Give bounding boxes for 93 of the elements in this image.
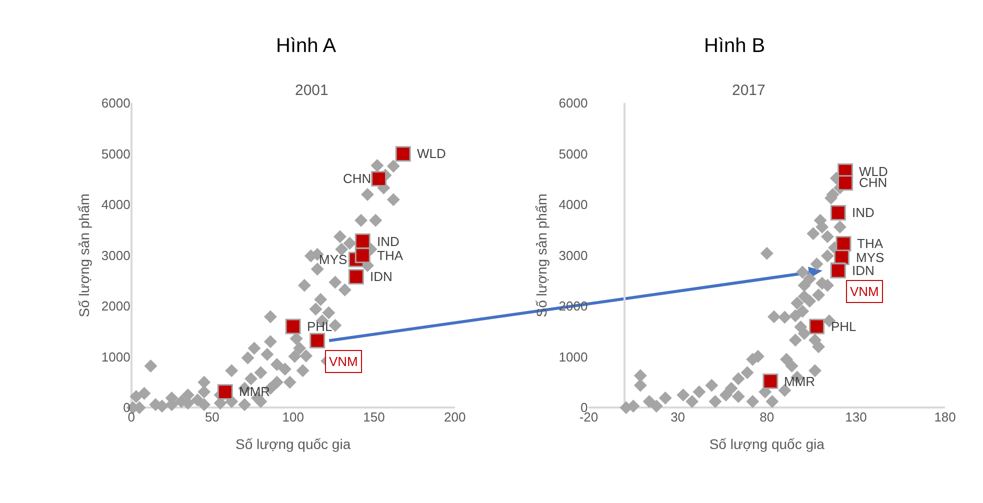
- chart-subtitle: 2017: [732, 82, 766, 99]
- point: [798, 327, 811, 340]
- point: [348, 268, 364, 284]
- point: [812, 288, 826, 302]
- x-tick-label: 130: [845, 410, 867, 425]
- x-tick-label: 50: [204, 410, 220, 425]
- point: [798, 278, 811, 292]
- point: [778, 310, 792, 324]
- y-axis-title: Số lượng sản phẩm: [533, 194, 550, 318]
- point: [634, 378, 647, 392]
- chart-subtitle: 2001: [295, 82, 328, 99]
- annotation: WLD: [417, 146, 446, 161]
- point: [354, 248, 370, 264]
- annotation: CHN: [343, 171, 372, 186]
- series-label: VNM: [329, 354, 358, 369]
- chart-title: Hình B: [704, 35, 766, 57]
- point: [658, 392, 672, 405]
- point: [746, 395, 760, 408]
- y-tick-label: 5000: [101, 146, 130, 162]
- point: [820, 230, 834, 244]
- x-axis-title: Số lượng quốc gia: [236, 436, 351, 452]
- annotation: IND: [377, 234, 400, 249]
- x-tick-label: 180: [934, 410, 956, 425]
- annotation: MMR: [784, 374, 816, 389]
- x-tick-label: 150: [363, 410, 385, 425]
- y-tick-label: 2000: [101, 298, 130, 314]
- annotation: THA: [377, 248, 404, 263]
- point: [830, 205, 846, 221]
- point: [788, 309, 802, 322]
- point: [766, 395, 779, 408]
- point: [762, 374, 778, 390]
- point: [810, 258, 824, 271]
- point: [217, 384, 233, 400]
- point: [708, 395, 722, 408]
- point: [634, 369, 647, 382]
- point: [732, 372, 745, 386]
- point: [796, 304, 810, 318]
- annotation: PHL: [831, 319, 856, 334]
- point: [833, 220, 846, 234]
- point: [790, 296, 804, 310]
- x-tick-label: 100: [282, 410, 304, 425]
- chart-title: Hình A: [276, 35, 337, 57]
- x-tick-label: 80: [760, 410, 774, 425]
- point: [796, 266, 810, 279]
- annotation: IND: [852, 205, 874, 220]
- point: [760, 246, 774, 260]
- point: [642, 395, 656, 408]
- point: [785, 360, 798, 373]
- point: [740, 366, 754, 380]
- annotation: THA: [857, 236, 884, 251]
- point: [838, 175, 854, 191]
- y-tick-label: 1000: [558, 349, 588, 364]
- point: [650, 400, 663, 413]
- point: [686, 395, 699, 408]
- y-tick-label: 4000: [558, 197, 588, 212]
- annotation: MYS: [856, 250, 884, 265]
- point: [371, 171, 387, 187]
- point: [705, 378, 718, 392]
- point: [780, 352, 793, 366]
- series-label: VNM: [850, 284, 879, 299]
- y-tick-label: 3000: [101, 248, 130, 263]
- point: [732, 390, 745, 403]
- x-axis-title: Số lượng quốc gia: [709, 436, 825, 452]
- point: [803, 294, 816, 308]
- point: [788, 334, 802, 347]
- point: [812, 340, 826, 354]
- point: [820, 249, 834, 262]
- y-tick-label: 6000: [101, 96, 130, 111]
- point: [803, 272, 816, 286]
- x-tick-label: 200: [444, 410, 466, 425]
- y-tick-label: 1000: [101, 349, 130, 364]
- point: [310, 332, 326, 348]
- point: [768, 310, 781, 324]
- point: [285, 318, 301, 334]
- y-tick-label: 6000: [558, 96, 588, 111]
- annotation: IDN: [852, 263, 874, 278]
- point: [354, 233, 370, 249]
- point: [809, 318, 825, 334]
- y-tick-label: 3000: [558, 248, 588, 263]
- point: [395, 146, 411, 162]
- annotation: MYS: [319, 252, 348, 267]
- annotation: PHL: [307, 319, 332, 334]
- annotation: IDN: [370, 269, 392, 284]
- annotation: MMR: [239, 384, 270, 399]
- point: [719, 388, 732, 402]
- x-tick-label: 30: [670, 410, 686, 425]
- point: [676, 388, 690, 402]
- point: [692, 385, 706, 398]
- y-tick-label: 4000: [101, 197, 130, 212]
- y-tick-label: 5000: [558, 146, 588, 162]
- point: [808, 364, 822, 378]
- y-axis-title: Số lượng sản phẩm: [76, 194, 92, 318]
- point: [806, 227, 820, 240]
